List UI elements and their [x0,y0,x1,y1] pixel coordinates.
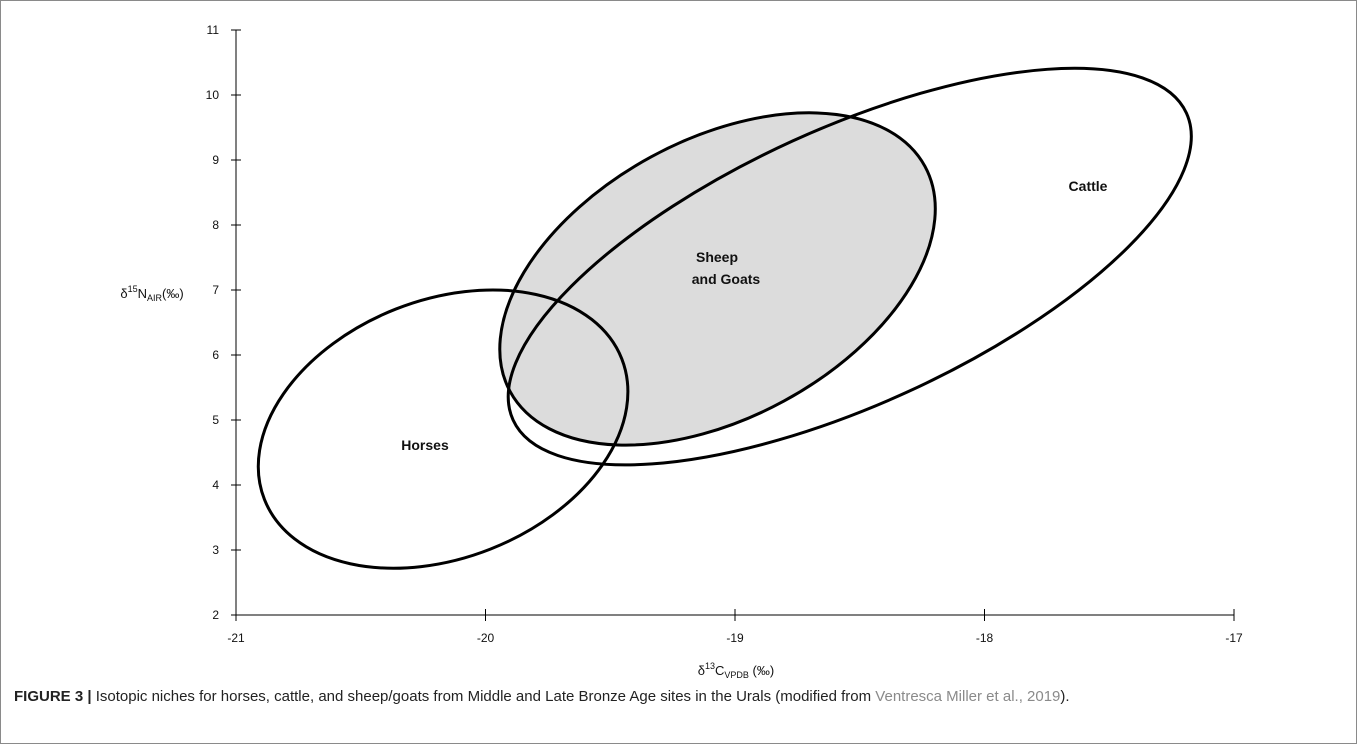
sheep-and-goats-label-line: and Goats [692,271,761,287]
x-tick-label: -18 [976,631,994,645]
y-tick-label: 4 [212,478,219,492]
x-tick-label: -21 [227,631,245,645]
horses-label: Horses [401,437,449,453]
caption-text: Isotopic niches for horses, cattle, and … [91,688,876,705]
y-axis-title-sup: 15 [128,284,138,294]
y-axis-title-suffix: (‰) [162,286,184,301]
y-axis-title: δ15NAIR(‰) [120,284,183,303]
y-axis-title-main: N [138,286,147,301]
y-tick-label: 3 [212,543,219,557]
x-axis-title-suffix: (‰) [749,663,774,678]
y-tick-label: 2 [212,608,219,622]
figure-number: FIGURE 3 | [14,688,92,705]
y-axis-title-prefix: δ [120,286,127,301]
x-tick-label: -20 [477,631,495,645]
cattle-ellipse [506,66,1193,467]
x-tick-label: -19 [726,631,744,645]
sheep-and-goats-label-line: Sheep [696,249,738,265]
caption-end: ). [1060,688,1070,705]
y-tick-label: 6 [212,348,219,362]
horses-ellipse [256,288,630,570]
y-tick-label: 10 [206,88,220,102]
x-axis-title-sub: VPDB [724,670,749,680]
x-axis-title-prefix: δ [698,663,705,678]
y-axis-title-sub: AIR [147,293,163,303]
sheep-and-goats-label: Sheep and Goats [692,249,761,287]
x-axis-title: δ13CVPDB (‰) [698,661,774,680]
caption-citation-link[interactable]: Ventresca Miller et al., 2019 [875,688,1061,705]
cattle-label-line: Cattle [1069,178,1108,194]
y-tick-label: 11 [207,23,220,37]
y-tick-label: 8 [212,218,219,232]
cattle-label: Cattle [1069,178,1108,194]
figure-caption: FIGURE 3 | Isotopic niches for horses, c… [14,688,1344,705]
x-tick-label: -17 [1225,631,1243,645]
horses-label-line: Horses [401,437,449,453]
y-tick-label: 5 [212,413,219,427]
y-tick-label: 7 [212,283,219,297]
y-tick-label: 9 [212,153,219,167]
sheep-and-goats-ellipse [498,111,937,447]
x-axis-title-main: C [715,663,724,678]
x-axis-title-sup: 13 [705,661,715,671]
